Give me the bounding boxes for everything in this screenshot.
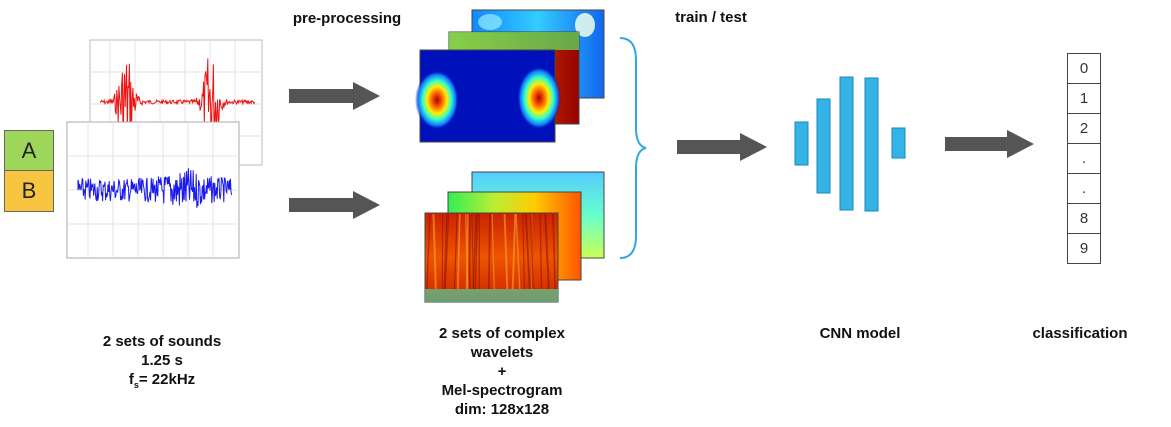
waveform-plot-b [66, 121, 240, 259]
arrow-bottom-preprocess [289, 191, 380, 219]
spectrogram-top-front [415, 49, 561, 143]
sounds-label-line-1: 2 sets of sounds [102, 333, 222, 350]
arrow-top-preprocess [289, 82, 380, 110]
output-class-cell: 2 [1068, 114, 1100, 144]
curly-brace [619, 37, 647, 259]
output-class-cell: 0 [1068, 54, 1100, 84]
cnn-model-layers [794, 76, 906, 212]
output-class-cell: 8 [1068, 204, 1100, 234]
features-label: 2 sets of complex wavelets + Mel-spectro… [402, 324, 602, 419]
blue-waveform-trace [77, 168, 233, 208]
class-b-box: B [4, 170, 54, 212]
output-class-cell: 1 [1068, 84, 1100, 114]
features-line-2: wavelets [470, 344, 534, 361]
features-line-1: 2 sets of complex [439, 325, 565, 342]
wavelet-stack-bottom [424, 171, 605, 303]
classification-label: classification [1032, 325, 1128, 342]
preprocessing-label: pre-processing [292, 10, 402, 27]
cnn-model-label: CNN model [819, 325, 901, 342]
train-test-label: train / test [675, 9, 747, 26]
red-waveform-trace [99, 58, 256, 149]
wavelet-stack-top [415, 9, 605, 143]
output-class-cell: . [1068, 174, 1100, 204]
features-line-5: dim: 128x128 [454, 401, 550, 418]
arrow-to-classification [945, 130, 1034, 158]
sampling-rate-label: fs= 22kHz [128, 371, 196, 390]
sounds-label: 2 sets of sounds 1.25 s fs= 22kHz [72, 332, 252, 395]
features-line-4: Mel-spectrogram [441, 382, 563, 399]
arrow-to-cnn [677, 133, 767, 161]
features-line-3: + [497, 363, 507, 380]
output-class-cell: . [1068, 144, 1100, 174]
mel-spectrogram-front [424, 212, 559, 303]
class-a-box: A [4, 130, 54, 172]
output-class-cell: 9 [1079, 240, 1089, 257]
sounds-label-line-2: 1.25 s [141, 352, 183, 369]
